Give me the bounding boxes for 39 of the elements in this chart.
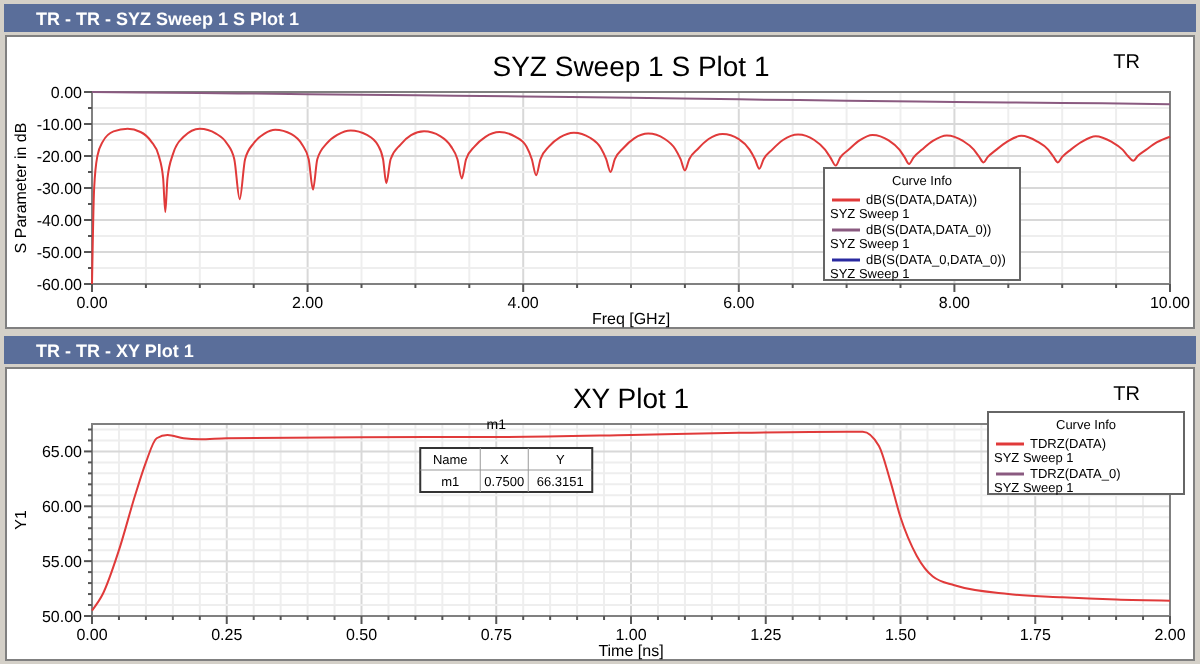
text: TR - TR - XY Plot 1 bbox=[36, 341, 194, 361]
x-tick-label: 10.00 bbox=[1149, 294, 1192, 312]
x-tick-label: 1.75 bbox=[1019, 626, 1052, 644]
line-series bbox=[91, 430, 1171, 612]
x-axis-title: Freq [GHz] bbox=[591, 310, 671, 328]
x-tick-label: 0.50 bbox=[345, 626, 379, 644]
x-tick-label: 0.75 bbox=[480, 626, 513, 644]
y-tick-label: 0.00 bbox=[50, 84, 84, 102]
y-tick-label: -30.00 bbox=[36, 180, 84, 198]
y-tick-label: 50.00 bbox=[41, 608, 84, 626]
y-axis-title: S Parameter in dB bbox=[12, 122, 30, 254]
x-tick-label: 0.00 bbox=[76, 626, 109, 644]
text: TR - TR - SYZ Sweep 1 S Plot 1 bbox=[36, 9, 300, 29]
x-axis-title: Time [ns] bbox=[598, 642, 664, 660]
y-tick-label: -60.00 bbox=[36, 276, 84, 294]
y-tick-label: 55.00 bbox=[41, 553, 84, 572]
y-tick-label: -20.00 bbox=[36, 148, 84, 166]
x-tick-label: 2.00 bbox=[1154, 626, 1187, 644]
x-tick-label: 8.00 bbox=[938, 294, 972, 312]
chart-title: XY Plot 1 bbox=[572, 382, 690, 414]
x-tick-label: 0.00 bbox=[76, 294, 109, 312]
y-tick-label: -40.00 bbox=[36, 212, 84, 230]
y-tick-label: 65.00 bbox=[41, 443, 84, 462]
y-tick-label: -10.00 bbox=[36, 116, 84, 134]
text: TR bbox=[1113, 52, 1140, 74]
x-tick-label: 2.00 bbox=[292, 294, 325, 312]
chart-title: SYZ Sweep 1 S Plot 1 bbox=[492, 50, 770, 82]
x-tick-label: 6.00 bbox=[723, 294, 756, 312]
y-tick-label: 60.00 bbox=[41, 498, 84, 517]
line-series bbox=[91, 91, 1171, 106]
x-tick-label: 1.50 bbox=[884, 626, 918, 644]
x-tick-label: 1.25 bbox=[750, 626, 783, 644]
text: TR bbox=[1113, 384, 1140, 406]
y-axis-title: Y1 bbox=[12, 509, 30, 530]
x-tick-label: 1.00 bbox=[615, 626, 648, 644]
x-tick-label: 0.25 bbox=[211, 626, 244, 644]
x-tick-label: 4.00 bbox=[507, 294, 540, 312]
line-series bbox=[91, 127, 1171, 285]
y-tick-label: -50.00 bbox=[36, 244, 84, 262]
